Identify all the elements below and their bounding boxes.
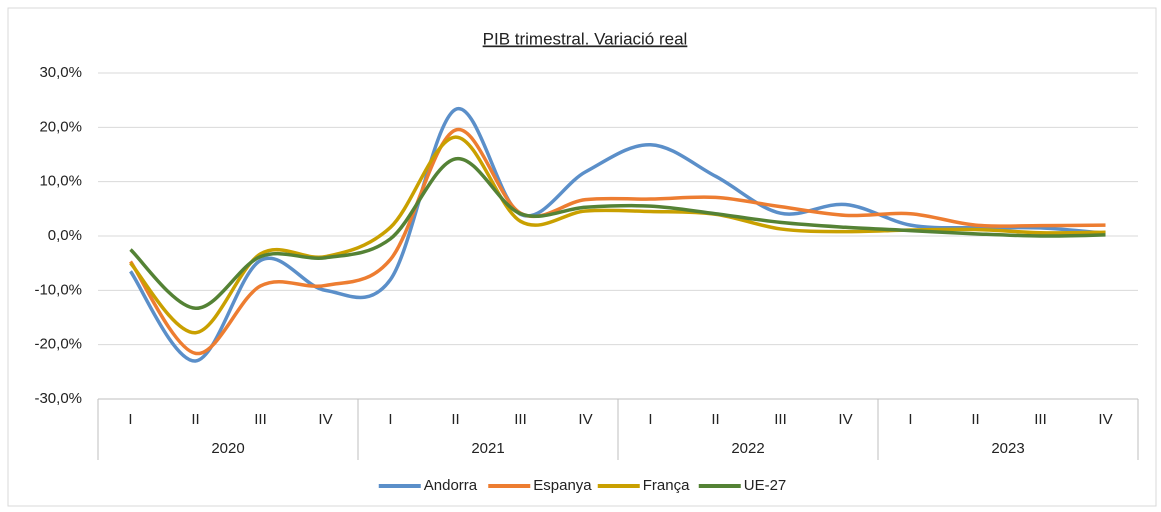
series-line <box>129 157 1106 311</box>
series-line <box>129 128 1106 356</box>
y-tick-label: -30,0% <box>34 390 82 407</box>
y-tick-label: -10,0% <box>34 281 82 298</box>
y-tick-label: 30,0% <box>39 64 82 81</box>
x-tick-label: III <box>514 411 527 428</box>
x-tick-label: IV <box>838 411 852 428</box>
y-tick-label: -20,0% <box>34 336 82 353</box>
x-group-label: 2020 <box>211 440 244 457</box>
x-tick-label: IV <box>578 411 592 428</box>
x-tick-label: III <box>774 411 787 428</box>
legend-label: Andorra <box>424 477 478 494</box>
x-group-label: 2021 <box>471 440 504 457</box>
chart-title: PIB trimestral. Variació real <box>483 29 688 48</box>
x-group-label: 2023 <box>991 440 1024 457</box>
x-group-label: 2022 <box>731 440 764 457</box>
x-tick-label: III <box>254 411 267 428</box>
chart-frame <box>7 7 1157 507</box>
y-tick-label: 10,0% <box>39 173 82 190</box>
series-line <box>129 107 1106 363</box>
legend-label: UE-27 <box>744 477 787 494</box>
series-line <box>129 135 1106 335</box>
x-tick-label: II <box>971 411 979 428</box>
x-tick-label: II <box>451 411 459 428</box>
legend-label: França <box>643 477 690 494</box>
x-tick-label: IV <box>1098 411 1112 428</box>
x-tick-label: II <box>711 411 719 428</box>
x-tick-label: I <box>388 411 392 428</box>
x-tick-label: I <box>908 411 912 428</box>
legend-label: Espanya <box>533 477 592 494</box>
x-tick-label: III <box>1034 411 1047 428</box>
y-tick-label: 20,0% <box>39 118 82 135</box>
x-tick-label: I <box>648 411 652 428</box>
x-tick-label: II <box>191 411 199 428</box>
x-tick-label: IV <box>318 411 332 428</box>
x-tick-label: I <box>128 411 132 428</box>
y-tick-label: 0,0% <box>48 227 82 244</box>
